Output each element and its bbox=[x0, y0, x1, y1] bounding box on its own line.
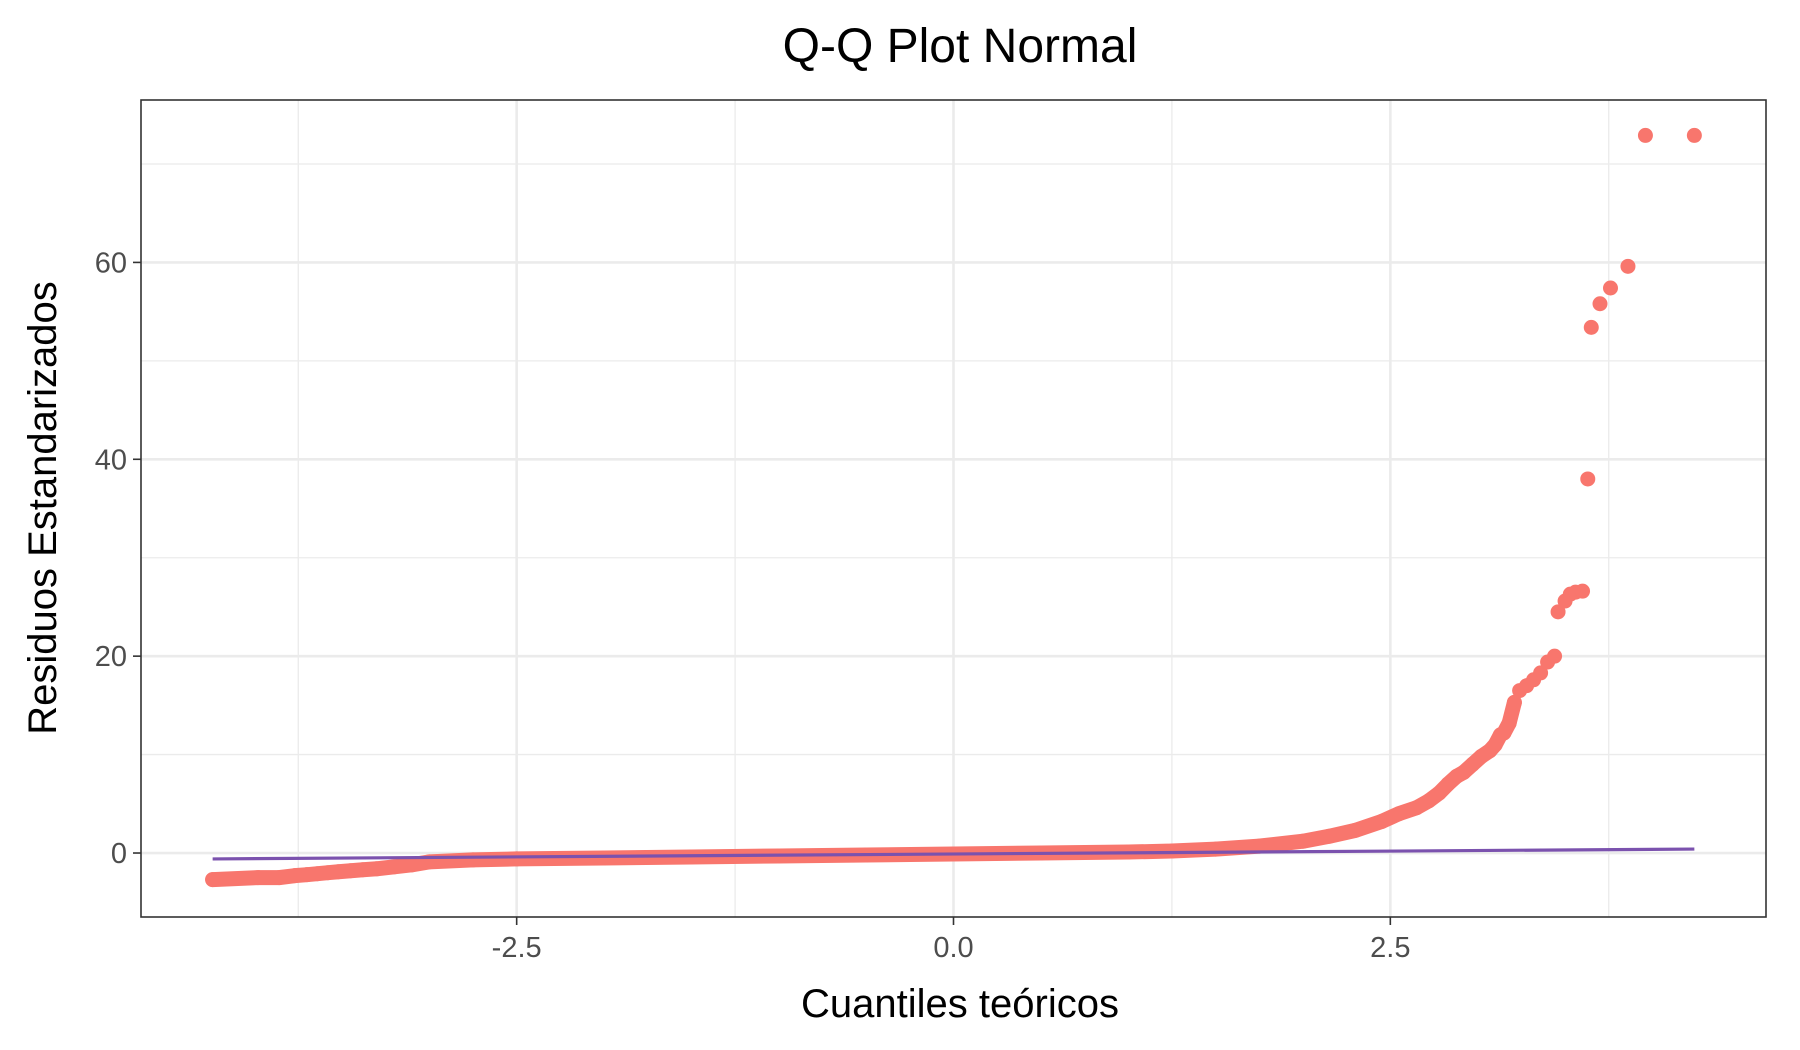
x-tick-label: -2.5 bbox=[492, 932, 542, 964]
data-point bbox=[1686, 127, 1702, 143]
chart-title: Q-Q Plot Normal bbox=[783, 20, 1138, 73]
x-tick-label: 2.5 bbox=[1370, 932, 1410, 964]
data-point bbox=[1575, 583, 1591, 599]
y-axis-title: Residuos Estandarizados bbox=[21, 281, 65, 735]
y-axis: 0 20 40 60 bbox=[95, 247, 141, 870]
y-tick-label: 20 bbox=[95, 641, 127, 673]
data-point bbox=[1602, 280, 1618, 296]
data-point bbox=[1580, 471, 1596, 487]
data-point bbox=[1583, 319, 1599, 335]
x-tick-label: 0.0 bbox=[933, 932, 973, 964]
reference-line bbox=[212, 847, 1695, 861]
data-point bbox=[1547, 648, 1563, 664]
data-point bbox=[1533, 665, 1549, 681]
x-axis: -2.5 0.0 2.5 bbox=[492, 917, 1410, 964]
data-point bbox=[1550, 604, 1566, 620]
reference-line-group bbox=[212, 847, 1695, 861]
data-point bbox=[1620, 258, 1636, 274]
y-tick-label: 0 bbox=[111, 838, 127, 870]
y-tick-label: 60 bbox=[95, 247, 127, 279]
y-tick-label: 40 bbox=[95, 444, 127, 476]
data-point bbox=[1592, 296, 1608, 312]
data-point bbox=[1637, 127, 1653, 143]
x-axis-title: Cuantiles teóricos bbox=[801, 982, 1119, 1026]
grid-major bbox=[141, 100, 1766, 917]
